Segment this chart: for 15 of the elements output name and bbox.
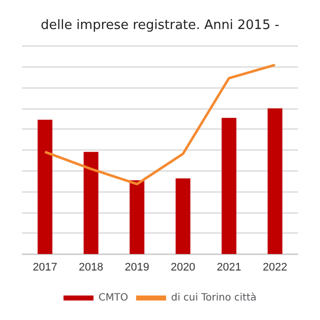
bar: [84, 152, 98, 254]
x-tick-label: 2017: [32, 262, 58, 274]
chart-title: delle imprese registrate. Anni 2015 -: [40, 18, 280, 33]
bar: [130, 180, 144, 254]
x-tick-label: 2021: [216, 262, 242, 274]
bar: [176, 178, 190, 254]
x-tick-label: 2020: [170, 262, 196, 274]
legend-label: CMTO: [98, 292, 128, 304]
bar: [222, 118, 236, 254]
x-tick-label: 2019: [124, 262, 150, 274]
legend-label: di cui Torino città: [171, 292, 257, 304]
x-tick-label: 2022: [262, 262, 288, 274]
x-tick-label: 2018: [78, 262, 104, 274]
bar: [38, 120, 52, 254]
bar: [268, 108, 282, 254]
